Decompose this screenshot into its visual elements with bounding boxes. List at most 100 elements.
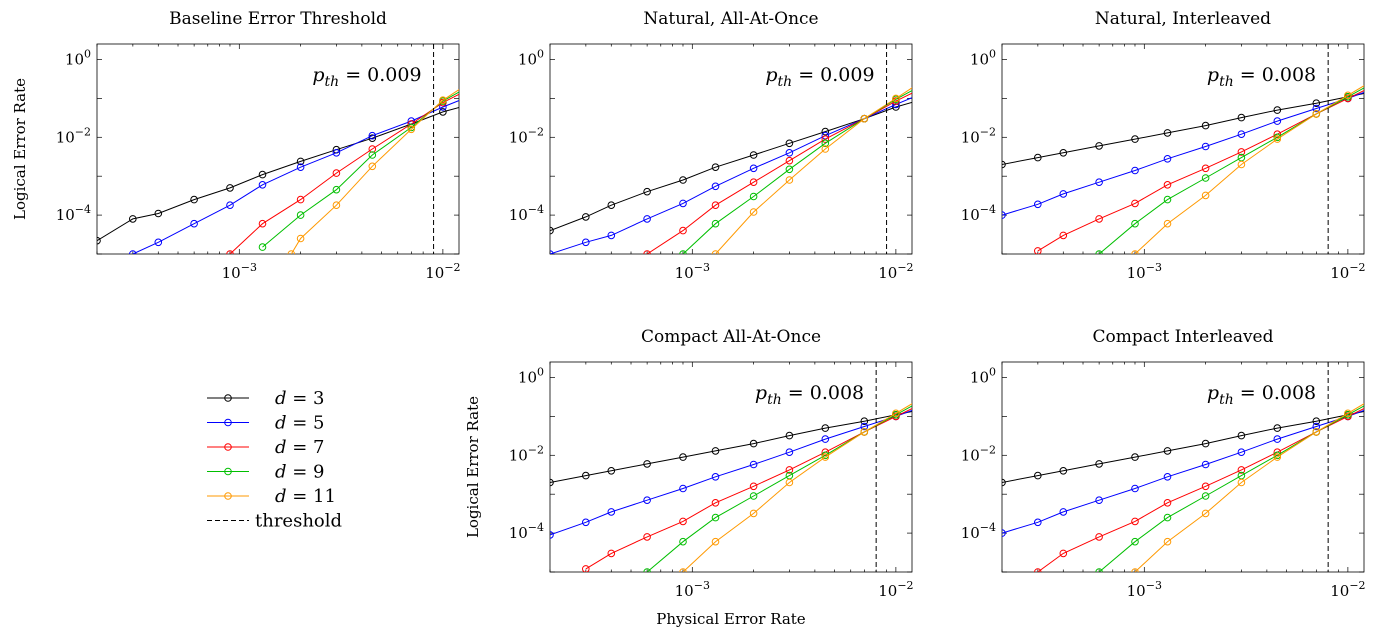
x-tick-label: 10−3 <box>1127 261 1162 282</box>
data-point <box>258 219 267 228</box>
plot-frame <box>1001 43 1365 255</box>
legend-label: d = 9 <box>275 462 325 483</box>
plot-frame <box>549 361 913 573</box>
x-tick-label: 10−3 <box>222 261 257 282</box>
legend-swatch-marker <box>224 418 232 427</box>
data-point <box>995 61 1002 68</box>
x-tick-label: 10−2 <box>425 261 460 282</box>
data-point <box>962 68 969 75</box>
legend-swatch-marker <box>224 467 232 476</box>
data-point <box>1201 492 1210 500</box>
legend-swatch-marker <box>224 394 232 402</box>
data-point <box>711 473 720 481</box>
data-point <box>785 478 794 487</box>
data-point <box>542 66 549 73</box>
data-point <box>749 164 758 173</box>
data-point <box>1273 106 1282 114</box>
subplot-4: 10−3 10−2 10−4 10−2 100 Compact All-At-Once Lo… <box>464 327 1002 628</box>
data-point <box>475 81 482 88</box>
data-point <box>785 466 794 474</box>
data-point <box>582 518 590 527</box>
legend-label: d = 11 <box>275 486 336 507</box>
x-tick-label: 10−2 <box>1330 261 1365 282</box>
data-point <box>821 127 830 136</box>
data-point <box>154 209 163 218</box>
data-point <box>928 94 935 101</box>
data-point <box>226 250 234 254</box>
data-point <box>1131 250 1139 254</box>
data-point <box>1034 518 1042 527</box>
data-point <box>679 199 687 208</box>
data-point <box>1201 482 1210 491</box>
data-point <box>1163 473 1172 481</box>
data-point <box>1237 478 1246 487</box>
series-line-d5 <box>1002 409 1364 534</box>
series-group <box>550 378 1002 572</box>
series-line-d9 <box>1098 405 1364 572</box>
data-point <box>892 103 900 111</box>
data-point <box>607 549 616 558</box>
data-point <box>1312 428 1321 436</box>
data-point <box>1034 568 1042 572</box>
data-point <box>749 208 758 216</box>
data-point <box>1034 471 1042 480</box>
data-point <box>542 61 549 68</box>
data-point <box>1273 435 1282 443</box>
y-axis-label: Logical Error Rate <box>11 78 29 220</box>
data-point <box>1201 174 1210 182</box>
data-point <box>190 195 198 204</box>
data-point <box>1201 439 1210 448</box>
data-point <box>995 75 1002 82</box>
data-point <box>296 211 305 219</box>
data-point <box>1131 219 1139 228</box>
data-point <box>1095 215 1103 223</box>
data-point <box>1002 478 1006 487</box>
data-point <box>749 178 758 186</box>
y-tick-label: 10−4 <box>509 521 544 542</box>
data-point <box>1237 160 1246 169</box>
data-point <box>607 467 616 475</box>
series-line-d7 <box>1037 408 1364 572</box>
data-point <box>1059 508 1068 516</box>
data-point <box>509 91 516 98</box>
data-point <box>1312 104 1321 113</box>
threshold-annotation: pth = 0.009 <box>765 64 874 90</box>
threshold-annotation: pth = 0.008 <box>1207 382 1316 408</box>
series-line-d11 <box>1134 85 1364 254</box>
data-point <box>821 453 830 461</box>
data-point <box>550 478 554 487</box>
data-point <box>711 219 720 228</box>
data-point <box>1312 422 1321 431</box>
data-point <box>749 492 758 500</box>
data-point <box>860 428 869 436</box>
y-tick-label: 10−4 <box>509 203 544 224</box>
plot-frame <box>549 43 913 255</box>
data-point <box>749 439 758 448</box>
data-point <box>1163 219 1172 228</box>
data-point <box>129 250 137 254</box>
data-point <box>711 163 720 171</box>
data-point <box>368 134 377 142</box>
data-point <box>892 94 900 103</box>
x-tick-label: 10−3 <box>675 261 710 282</box>
series-line-d5 <box>550 97 912 254</box>
series-group <box>550 61 1002 254</box>
subplot-2: 10−3 10−2 10−4 10−2 100 Natural, All-At-Once p… <box>509 9 1002 282</box>
data-point <box>607 508 616 516</box>
data-point <box>258 243 267 251</box>
chart-title: Baseline Error Threshold <box>169 9 387 29</box>
data-point <box>749 482 758 491</box>
data-point <box>679 568 687 572</box>
data-point <box>962 390 969 397</box>
data-point <box>1059 190 1068 198</box>
data-point <box>679 537 687 546</box>
data-point <box>1095 533 1103 541</box>
x-tick-label: 10−2 <box>878 261 913 282</box>
data-point <box>995 65 1002 72</box>
legend-label: d = 3 <box>275 388 325 409</box>
data-point <box>995 378 1002 385</box>
subplot-5: 10−3 10−2 10−4 10−2 100 Compact Interleaved pt… <box>961 327 1366 600</box>
data-point <box>1034 247 1042 254</box>
data-point <box>679 250 687 254</box>
data-point <box>1273 424 1282 432</box>
